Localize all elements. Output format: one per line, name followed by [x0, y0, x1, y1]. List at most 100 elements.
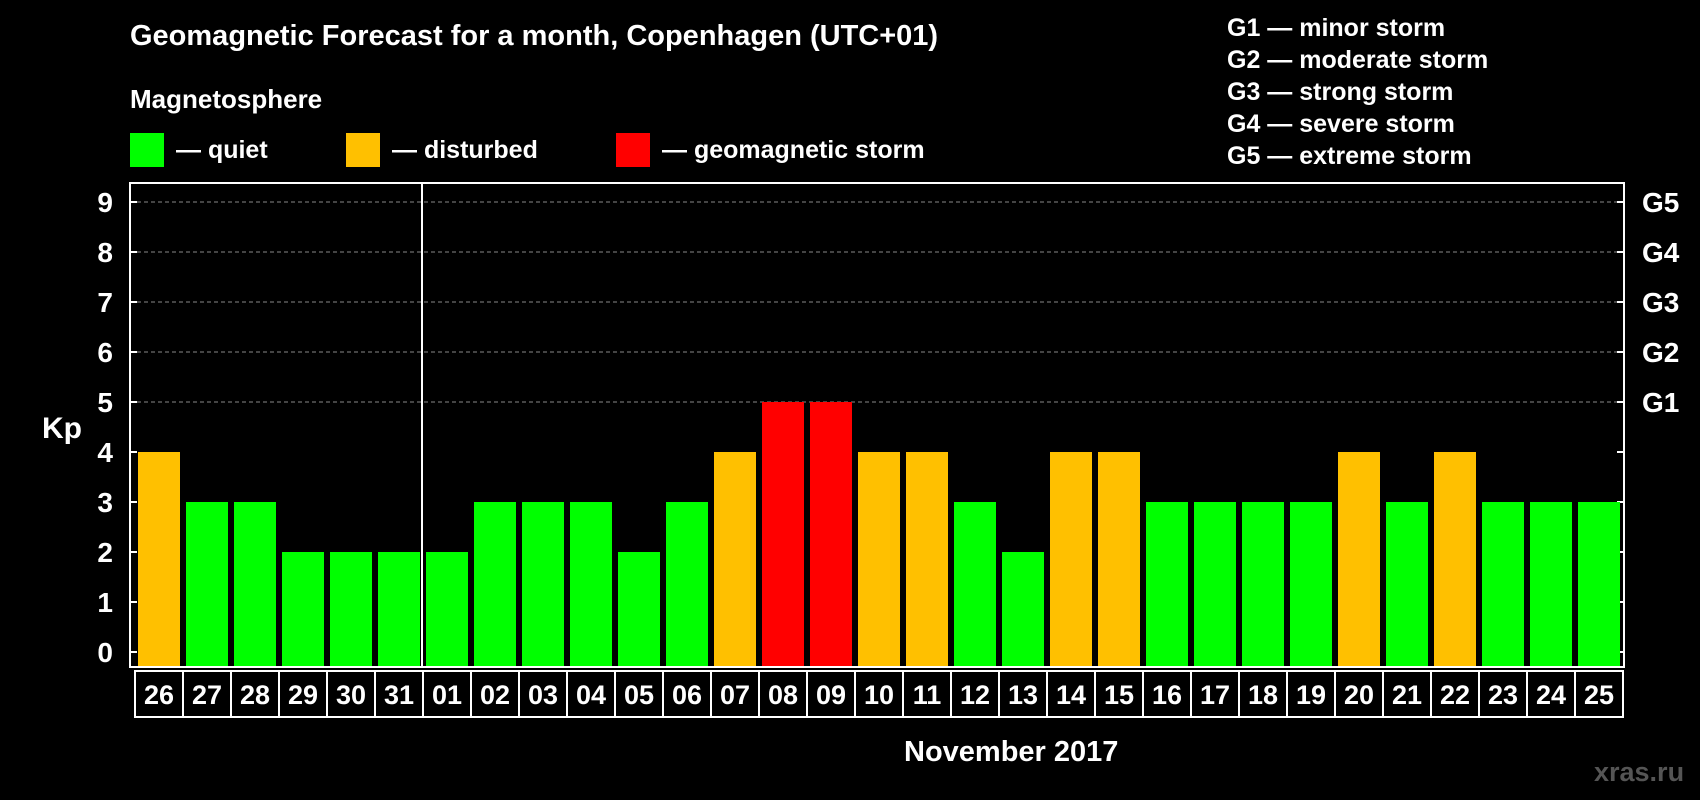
- g-level-label: G1: [1642, 387, 1679, 418]
- bar-day-29: [282, 552, 324, 666]
- x-tick-label: 21: [1392, 680, 1422, 710]
- x-tick-label: 29: [288, 680, 318, 710]
- bar-day-27: [186, 502, 228, 666]
- x-tick-label: 03: [528, 680, 558, 710]
- y-tick-label: 7: [97, 287, 113, 318]
- bar-day-07: [714, 452, 756, 666]
- x-tick-label: 28: [240, 680, 270, 710]
- watermark: xras.ru: [1594, 757, 1685, 787]
- y-tick-label: 3: [97, 487, 113, 518]
- bar-day-19: [1290, 502, 1332, 666]
- bar-day-22: [1434, 452, 1476, 666]
- bar-day-17: [1194, 502, 1236, 666]
- g-scale-item: G5 — extreme storm: [1227, 142, 1472, 170]
- y-tick-label: 6: [97, 337, 113, 368]
- bar-day-21: [1386, 502, 1428, 666]
- x-tick-label: 20: [1344, 680, 1374, 710]
- y-tick-label: 8: [97, 237, 113, 268]
- x-tick-label: 04: [576, 680, 606, 710]
- x-tick-label: 07: [720, 680, 750, 710]
- g-scale-item: G4 — severe storm: [1227, 110, 1455, 138]
- x-tick-label: 08: [768, 680, 798, 710]
- legend-quiet: — quiet: [130, 133, 268, 167]
- g-level-label: G5: [1642, 187, 1679, 218]
- legend-disturbed: — disturbed: [346, 133, 538, 167]
- g-level-label: G3: [1642, 287, 1679, 318]
- legend-storm-swatch: [616, 133, 650, 167]
- bar-day-13: [1002, 552, 1044, 666]
- bar-day-09: [810, 402, 852, 666]
- bar-day-25: [1578, 502, 1620, 666]
- bar-day-10: [858, 452, 900, 666]
- bar-day-15: [1098, 452, 1140, 666]
- category-box: [134, 670, 1624, 718]
- bar-day-16: [1146, 502, 1188, 666]
- x-tick-label: 10: [864, 680, 894, 710]
- bar-day-24: [1530, 502, 1572, 666]
- legend-disturbed-swatch: [346, 133, 380, 167]
- x-tick-label: 19: [1296, 680, 1326, 710]
- bar-day-20: [1338, 452, 1380, 666]
- legend-storm: — geomagnetic storm: [616, 133, 925, 167]
- x-tick-label: 17: [1200, 680, 1230, 710]
- x-tick-label: 15: [1104, 680, 1134, 710]
- bar-day-04: [570, 502, 612, 666]
- legend-quiet-swatch: [130, 133, 164, 167]
- plot-frame: [129, 182, 1625, 668]
- y-axis-label: Kp: [42, 412, 82, 445]
- y-tick-label: 9: [97, 187, 113, 218]
- bar-day-30: [330, 552, 372, 666]
- x-tick-label: 22: [1440, 680, 1470, 710]
- bar-day-02: [474, 502, 516, 666]
- bar-day-12: [954, 502, 996, 666]
- x-tick-label: 23: [1488, 680, 1518, 710]
- bar-day-08: [762, 402, 804, 666]
- x-axis-label: November 2017: [904, 736, 1119, 768]
- y-tick-label: 4: [97, 437, 113, 468]
- x-tick-label: 27: [192, 680, 222, 710]
- x-tick-label: 02: [480, 680, 510, 710]
- g-scale-item: G1 — minor storm: [1227, 14, 1446, 42]
- bar-day-31: [378, 552, 420, 666]
- bar-day-23: [1482, 502, 1524, 666]
- bar-day-01: [426, 552, 468, 666]
- g-level-label: G2: [1642, 337, 1679, 368]
- legend-heading: Magnetosphere: [130, 84, 323, 114]
- x-tick-label: 24: [1536, 680, 1566, 710]
- x-tick-label: 16: [1152, 680, 1182, 710]
- x-tick-label: 14: [1056, 680, 1086, 710]
- bar-day-11: [906, 452, 948, 666]
- legend-storm-label: — geomagnetic storm: [662, 135, 925, 164]
- bar-day-06: [666, 502, 708, 666]
- bar-day-05: [618, 552, 660, 666]
- y-tick-label: 0: [97, 637, 113, 668]
- x-tick-label: 31: [384, 680, 414, 710]
- g-level-label: G4: [1642, 237, 1680, 268]
- x-tick-label: 09: [816, 680, 846, 710]
- g-scale-item: G3 — strong storm: [1227, 78, 1454, 106]
- bar-day-03: [522, 502, 564, 666]
- x-tick-label: 18: [1248, 680, 1278, 710]
- x-tick-label: 26: [144, 680, 174, 710]
- bar-day-26: [138, 452, 180, 666]
- g-scale-item: G2 — moderate storm: [1227, 46, 1489, 74]
- y-tick-label: 5: [97, 387, 113, 418]
- legend-quiet-label: — quiet: [176, 135, 268, 164]
- x-tick-label: 13: [1008, 680, 1038, 710]
- bar-day-14: [1050, 452, 1092, 666]
- chart-title: Geomagnetic Forecast for a month, Copenh…: [130, 20, 939, 52]
- x-tick-label: 25: [1584, 680, 1614, 710]
- x-tick-label: 12: [960, 680, 990, 710]
- x-tick-label: 11: [913, 680, 942, 710]
- x-tick-label: 01: [432, 680, 462, 710]
- y-tick-label: 2: [97, 537, 113, 568]
- y-tick-label: 1: [97, 587, 113, 618]
- x-tick-label: 06: [672, 680, 702, 710]
- g-scale-list: G1 — minor storm G2 — moderate storm G3 …: [1227, 12, 1488, 172]
- legend-disturbed-label: — disturbed: [392, 135, 538, 164]
- bar-day-18: [1242, 502, 1284, 666]
- x-tick-label: 05: [624, 680, 654, 710]
- x-tick-label: 30: [336, 680, 366, 710]
- bar-day-28: [234, 502, 276, 666]
